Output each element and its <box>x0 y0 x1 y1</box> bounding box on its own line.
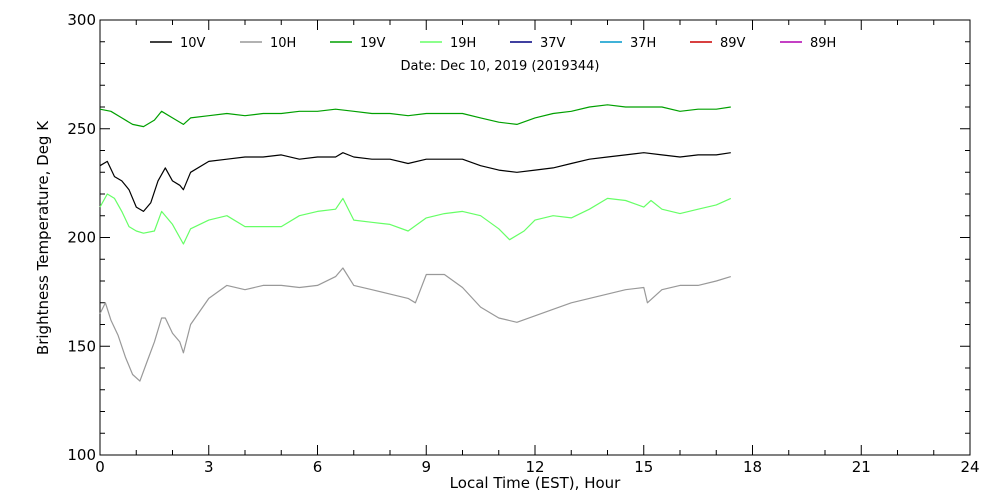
x-tick-label: 3 <box>204 458 214 476</box>
x-tick-label: 12 <box>525 458 544 476</box>
x-tick-label: 18 <box>743 458 762 476</box>
series-line-10v <box>99 152 731 212</box>
legend-label-19h: 19H <box>450 36 476 51</box>
x-tick-label: 6 <box>313 458 323 476</box>
y-tick-label: 200 <box>67 229 96 247</box>
legend: 10V 10H 19V 19H 37V 37H 89V 89H <box>150 36 836 51</box>
legend-label-10h: 10H <box>270 36 296 51</box>
x-tick-label: 0 <box>95 458 105 476</box>
legend-label-19v: 19V <box>360 36 386 51</box>
x-tick-label: 9 <box>421 458 431 476</box>
y-tick-label: 250 <box>67 120 96 138</box>
x-tick-label: 21 <box>852 458 871 476</box>
y-axis-label: Brightness Temperature, Deg K <box>34 120 52 355</box>
series-line-10h <box>99 267 731 382</box>
series-line-19v <box>99 104 731 128</box>
x-axis-label: Local Time (EST), Hour <box>450 474 621 492</box>
y-tick-label: 100 <box>67 446 96 464</box>
legend-label-89v: 89V <box>720 36 746 51</box>
legend-label-37h: 37H <box>630 36 656 51</box>
series-line-19h <box>99 193 732 245</box>
legend-label-10v: 10V <box>180 36 206 51</box>
y-tick-label: 150 <box>67 337 96 355</box>
y-axis-ticks: 100 150 200 250 300 <box>67 11 970 464</box>
legend-label-37v: 37V <box>540 36 566 51</box>
legend-label-89h: 89H <box>810 36 836 51</box>
chart-subtitle: Date: Dec 10, 2019 (2019344) <box>401 59 600 74</box>
x-tick-label: 15 <box>634 458 653 476</box>
x-tick-label: 24 <box>960 458 979 476</box>
plot-frame <box>99 19 971 456</box>
series-lines <box>99 104 732 382</box>
x-axis-ticks: 0 3 6 9 12 15 18 21 24 <box>95 20 980 476</box>
y-tick-label: 300 <box>67 11 96 29</box>
